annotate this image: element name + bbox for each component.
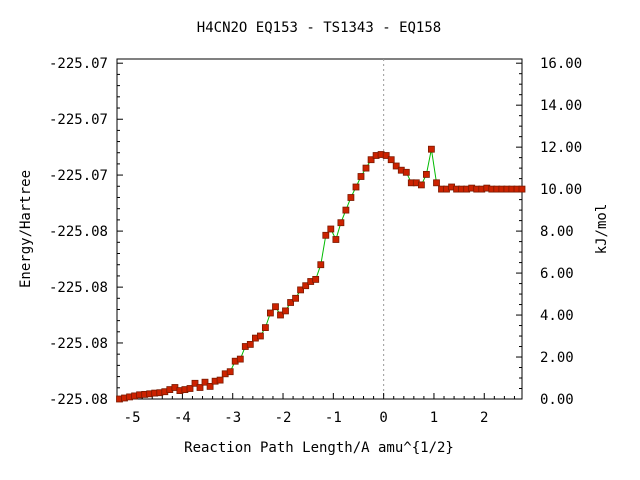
data-point <box>312 275 320 283</box>
data-point <box>518 185 526 193</box>
data-point <box>337 219 345 227</box>
y-tick-label: -225.08 <box>49 224 108 240</box>
y-tick-label: -225.07 <box>49 56 108 72</box>
y2-tick-label: 4.00 <box>540 308 574 324</box>
data-point <box>367 156 375 164</box>
y-tick-label: -225.07 <box>49 112 108 128</box>
x-tick-label: -3 <box>224 410 241 426</box>
data-point <box>256 332 264 340</box>
data-point <box>332 236 340 243</box>
x-tick-label: -5 <box>124 410 141 426</box>
y-tick-label: -225.08 <box>49 392 108 408</box>
data-point <box>246 340 254 348</box>
y2-tick-label: 10.00 <box>540 182 582 198</box>
data-point <box>292 294 300 302</box>
x-axis: -5 -4 -3 -2 -1 0 1 2 <box>121 393 515 426</box>
data-point <box>297 286 305 294</box>
data-point <box>201 378 209 386</box>
data-point <box>402 168 410 176</box>
y-tick-label: -225.07 <box>49 168 108 184</box>
data-point <box>287 299 295 306</box>
data-point <box>196 384 204 391</box>
data-point <box>186 385 194 392</box>
data-point <box>427 145 435 153</box>
data-point <box>327 225 335 233</box>
data-point <box>261 324 269 332</box>
data-point <box>277 311 284 319</box>
x-tick-label: -1 <box>325 410 342 426</box>
plot-frame <box>116 58 523 400</box>
y2-tick-label: 16.00 <box>540 56 582 72</box>
data-point <box>347 194 355 201</box>
data-point <box>392 162 400 170</box>
data-point <box>236 355 244 363</box>
data-point <box>266 309 274 317</box>
data-point <box>191 379 199 387</box>
y-axis-left: -225.07 -225.07 -225.07 -225.08 -225.08 -225.… <box>49 56 123 408</box>
data-point <box>352 183 360 191</box>
y2-tick-label: 14.00 <box>540 98 582 114</box>
data-point <box>226 368 234 376</box>
y2-tick-label: 12.00 <box>540 140 582 156</box>
y2-axis-label: kJ/mol <box>594 204 610 255</box>
data-point <box>302 282 310 290</box>
data-point <box>322 231 330 239</box>
data-point <box>206 382 214 390</box>
y-axis-right: 16.00 14.00 12.00 10.00 8.00 6.00 4.00 2.00 0.00 <box>516 56 582 408</box>
data-point <box>272 303 279 311</box>
y2-tick-label: 0.00 <box>540 392 574 408</box>
y-tick-label: -225.08 <box>49 280 108 296</box>
data-point <box>362 164 370 172</box>
data-point <box>417 181 425 189</box>
data-point <box>357 173 365 180</box>
energy-series <box>116 145 526 403</box>
y2-tick-label: 6.00 <box>540 266 574 282</box>
data-point <box>216 376 224 384</box>
data-point <box>317 261 325 269</box>
x-tick-label: -2 <box>275 410 292 426</box>
x-axis-label: Reaction Path Length/A amu^{1/2} <box>184 440 454 456</box>
data-point <box>387 156 395 164</box>
x-tick-label: 0 <box>379 410 387 426</box>
x-tick-label: 2 <box>480 410 488 426</box>
y2-tick-label: 8.00 <box>540 224 574 240</box>
data-point <box>282 307 289 315</box>
x-tick-label: 1 <box>430 410 438 426</box>
data-point <box>382 152 390 159</box>
chart-title: H4CN2O EQ153 - TS1343 - EQ158 <box>197 20 441 36</box>
data-point <box>433 179 440 187</box>
data-point <box>422 170 430 178</box>
y2-tick-label: 2.00 <box>540 350 574 366</box>
data-point <box>342 206 350 214</box>
y-tick-label: -225.08 <box>49 336 108 352</box>
y-axis-label: Energy/Hartree <box>18 170 34 288</box>
x-tick-label: -4 <box>174 410 191 426</box>
